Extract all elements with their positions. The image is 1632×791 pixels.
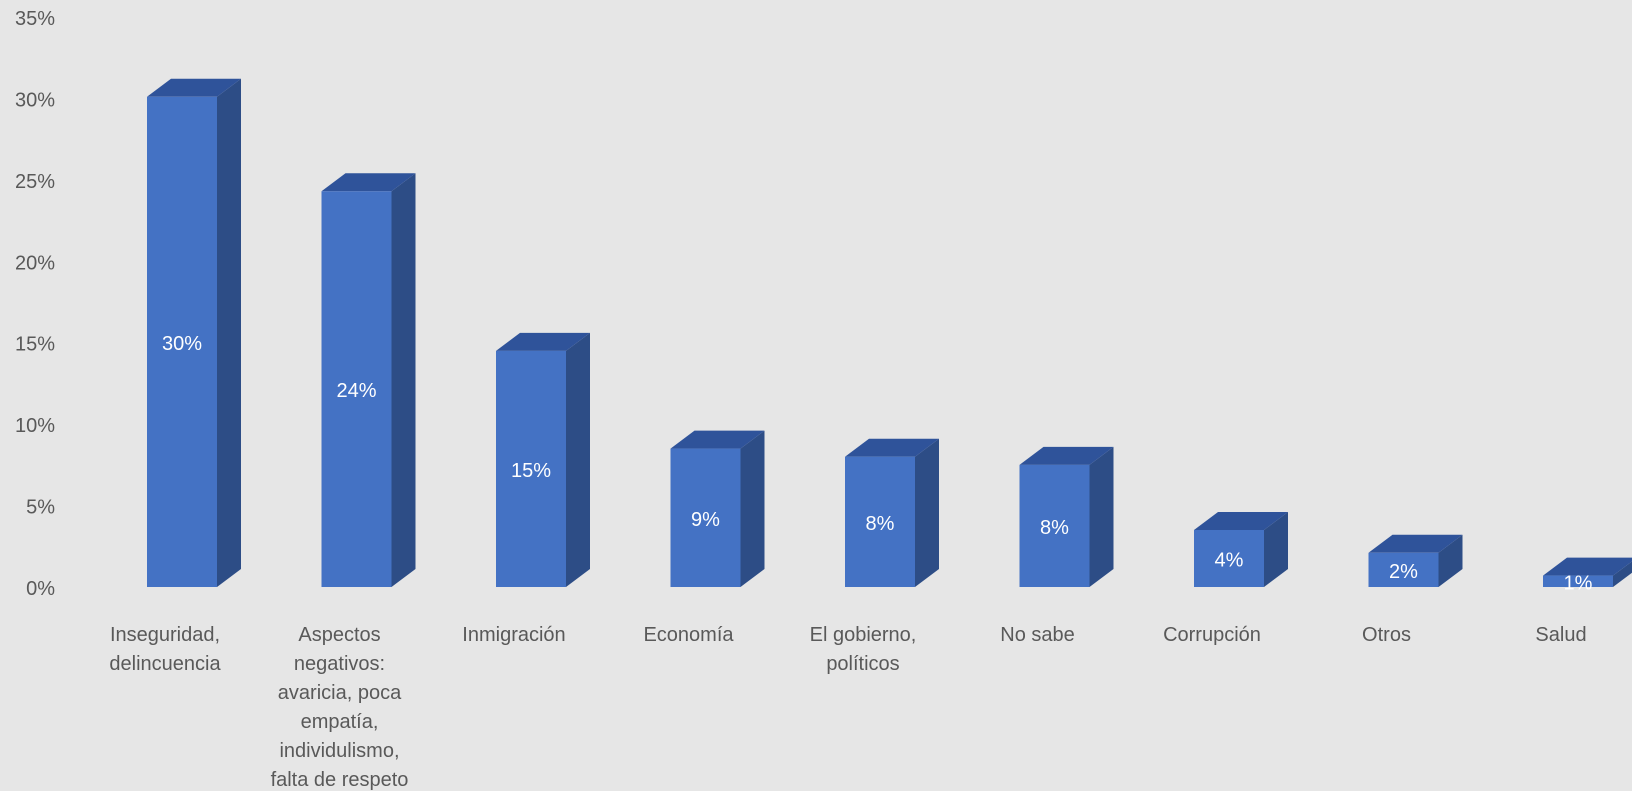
bar-top-face [670, 430, 765, 449]
data-label: 9% [691, 509, 720, 531]
bar-top-face [147, 78, 241, 97]
data-label: 24% [336, 380, 376, 402]
y-tick-label: 15% [15, 334, 55, 356]
y-tick-label: 30% [15, 89, 55, 111]
bar: 15% [496, 332, 590, 587]
bar-front-face [1019, 464, 1090, 587]
bar: 8% [845, 438, 939, 587]
bar: 30% [147, 78, 241, 588]
bar-side-face [217, 78, 241, 588]
data-label: 15% [511, 460, 551, 482]
bar-top-face [1368, 534, 1463, 553]
bar-top-face [321, 173, 416, 192]
bar: 1% [1543, 557, 1632, 594]
y-tick-label: 25% [15, 171, 55, 193]
data-label: 2% [1389, 561, 1418, 583]
x-category-label: Inmigración [462, 624, 565, 646]
bar-side-face [391, 173, 416, 587]
data-label: 30% [162, 333, 202, 355]
x-category-label-line: Aspectos [298, 624, 380, 646]
data-label: 4% [1215, 550, 1244, 572]
data-label: 8% [1040, 517, 1069, 539]
x-category-label: Aspectos negativos: avaricia, poca empatía,… [271, 624, 409, 791]
x-category-label-line: falta de respeto [271, 769, 409, 791]
bar-front-face [1368, 552, 1439, 587]
bar: 24% [321, 173, 416, 587]
bar-front-face [1194, 530, 1264, 587]
bar-top-face [1543, 557, 1632, 576]
y-axis: 0% 5% 10% 15% 20% 25% 30% 35% [15, 8, 55, 600]
x-category-label-line: Inseguridad, [110, 624, 220, 646]
bar-front-face [1543, 575, 1613, 587]
x-category-label-line: Inmigración [462, 624, 565, 646]
bar-top-face [1019, 446, 1114, 465]
y-tick-label: 10% [15, 415, 55, 437]
x-category-label-line: delincuencia [109, 653, 221, 675]
bar-front-face [321, 191, 392, 587]
bar-side-face [1089, 446, 1114, 587]
data-label: 8% [866, 513, 895, 535]
bar-side-face [566, 332, 590, 587]
bar-side-face [1264, 512, 1288, 587]
bar-front-face [147, 96, 217, 588]
x-category-label-line: No sabe [1000, 624, 1075, 646]
x-category-label-line: Economía [643, 624, 734, 646]
y-tick-label: 20% [15, 252, 55, 274]
bar-front-face [670, 448, 741, 587]
x-category-label: Salud [1535, 624, 1586, 646]
bar: 4% [1194, 512, 1288, 587]
x-category-label-line: empatía, [301, 711, 379, 733]
x-category-label: No sabe [1000, 624, 1075, 646]
y-tick-label: 0% [26, 578, 55, 600]
bars: 30% 24% 15% 9% 8% 8% 4% 2% 1% [147, 78, 1632, 594]
x-category-label-line: El gobierno, [810, 624, 917, 646]
x-category-label: Economía [643, 624, 734, 646]
bar-top-face [845, 438, 939, 457]
x-category-label: Inseguridad, delincuencia [109, 624, 221, 675]
bar-front-face [845, 456, 915, 587]
bar-side-face [740, 430, 765, 587]
y-tick-label: 35% [15, 8, 55, 30]
y-tick-label: 5% [26, 497, 55, 519]
bar-side-face [1613, 561, 1632, 587]
bar-side-face [915, 438, 939, 587]
x-category-label-line: políticos [826, 653, 899, 675]
bar: 2% [1368, 534, 1463, 587]
x-category-label-line: individulismo, [279, 740, 399, 762]
x-axis: Inseguridad, delincuencia Aspectos negativo… [109, 624, 1586, 791]
bar: 8% [1019, 446, 1114, 587]
data-label: 1% [1564, 572, 1593, 594]
x-category-label: Otros [1362, 624, 1411, 646]
x-category-label-line: Otros [1362, 624, 1411, 646]
bar-front-face [496, 350, 566, 587]
x-category-label-line: negativos: [294, 653, 385, 675]
bar-top-face [496, 332, 590, 351]
bar: 9% [670, 430, 765, 587]
x-category-label-line: Corrupción [1163, 624, 1261, 646]
x-category-label: El gobierno, políticos [810, 624, 917, 675]
bar-top-face [1194, 512, 1288, 530]
x-category-label-line: Salud [1535, 624, 1586, 646]
bar-side-face [1438, 534, 1463, 587]
x-category-label: Corrupción [1163, 624, 1261, 646]
x-category-label-line: avaricia, poca [278, 682, 402, 704]
